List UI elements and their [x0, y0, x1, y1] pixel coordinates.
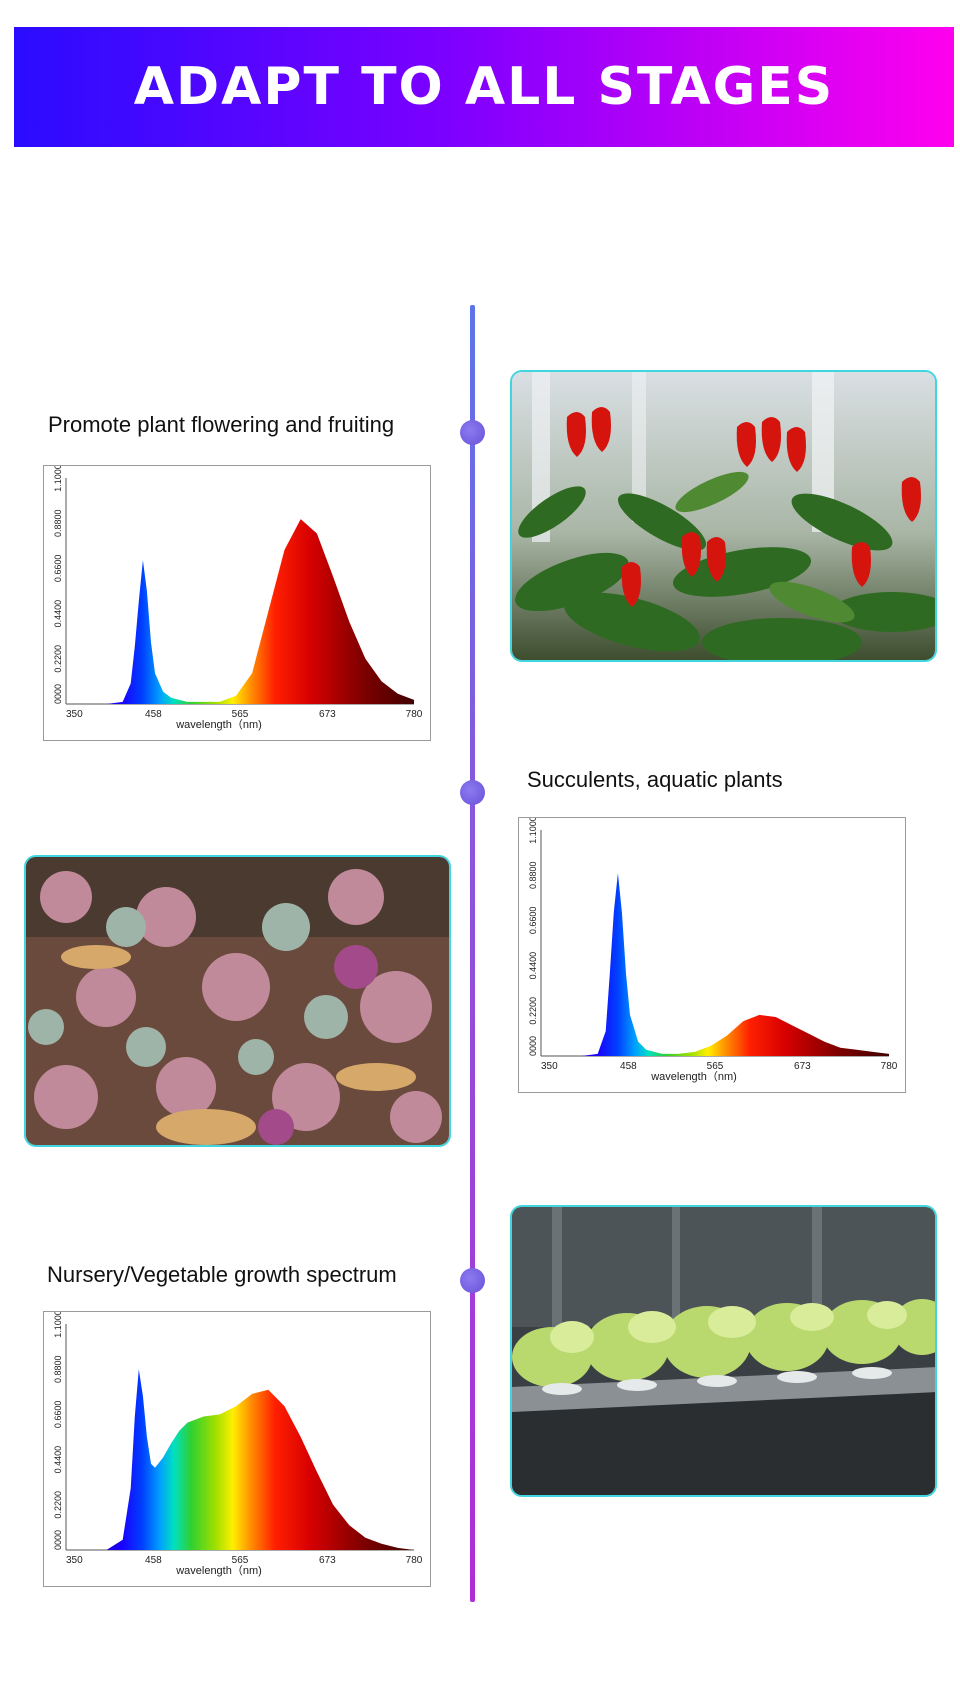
- y-tick-label: 0000: [528, 1036, 538, 1056]
- x-tick-label: 565: [232, 1555, 249, 1566]
- x-axis-label: wavelength（nm): [650, 1070, 737, 1083]
- x-axis-label: wavelength（nm): [175, 1564, 262, 1577]
- x-tick-label: 350: [541, 1061, 558, 1072]
- header-banner: ADAPT TO ALL STAGES: [14, 27, 954, 147]
- banner-title: ADAPT TO ALL STAGES: [133, 57, 835, 117]
- timeline-dot-1: [460, 420, 485, 445]
- y-tick-label: 0.2200: [528, 997, 538, 1025]
- y-tick-label: 0.6600: [53, 1401, 63, 1429]
- spectrum-chart-succulents: 350 458 565 673 780 0000 0.2200 0.4400 0.6600 0.8…: [518, 817, 906, 1093]
- x-tick-label: 458: [145, 709, 162, 720]
- y-tick-label: 0.2200: [53, 645, 63, 673]
- x-tick-label: 780: [406, 709, 423, 720]
- y-tick-label: 0.4400: [528, 952, 538, 980]
- x-tick-label: 673: [794, 1061, 811, 1072]
- spectrum-chart-svg: 350 458 565 673 780 0000 0.2200 0.4400 0.6600 0.8…: [528, 818, 898, 1083]
- y-tick-label: 1.1000: [528, 818, 538, 844]
- y-tick-label: 0.6600: [53, 555, 63, 583]
- spectrum-area: [66, 1369, 414, 1550]
- y-tick-label: 0000: [53, 1530, 63, 1550]
- x-tick-label: 350: [66, 709, 83, 720]
- y-tick-label: 0.8800: [53, 509, 63, 537]
- spectrum-area: [541, 873, 889, 1056]
- succulents-photo: [24, 855, 451, 1147]
- timeline-line: [470, 305, 475, 1602]
- stage-label-nursery: Nursery/Vegetable growth spectrum: [47, 1262, 397, 1287]
- spectrum-chart-flowering: 350 458 565 673 780 0000 0.2200 0.4400 0.6600 0.8…: [43, 465, 431, 741]
- x-tick-label: 565: [707, 1061, 724, 1072]
- y-tick-label: 1.1000: [53, 1312, 63, 1338]
- red-pepper-plant-photo: [510, 370, 937, 662]
- y-tick-label: 0.4400: [53, 1446, 63, 1474]
- x-tick-label: 780: [406, 1555, 423, 1566]
- x-tick-label: 673: [319, 1555, 336, 1566]
- y-tick-label: 0.4400: [53, 600, 63, 628]
- timeline-dot-2: [460, 780, 485, 805]
- stage-label-flowering: Promote plant flowering and fruiting: [48, 412, 395, 437]
- x-tick-label: 565: [232, 709, 249, 720]
- spectrum-area: [66, 519, 414, 704]
- timeline-dot-3: [460, 1268, 485, 1293]
- y-tick-label: 0.8800: [528, 861, 538, 889]
- y-tick-label: 0.2200: [53, 1491, 63, 1519]
- spectrum-chart-svg: 350 458 565 673 780 0000 0.2200 0.4400 0.6600 0.8…: [53, 1312, 423, 1577]
- y-tick-label: 0000: [53, 684, 63, 704]
- spectrum-chart-svg: 350 458 565 673 780 0000 0.2200 0.4400 0.6600 0.8…: [53, 466, 423, 731]
- stage-label-succulents: Succulents, aquatic plants: [527, 767, 783, 792]
- spectrum-chart-nursery: 350 458 565 673 780 0000 0.2200 0.4400 0.6600 0.8…: [43, 1311, 431, 1587]
- x-tick-label: 780: [881, 1061, 898, 1072]
- y-tick-label: 0.8800: [53, 1355, 63, 1383]
- x-axis-label: wavelength（nm): [175, 718, 262, 731]
- y-tick-label: 0.6600: [528, 907, 538, 935]
- y-tick-label: 1.1000: [53, 466, 63, 492]
- x-tick-label: 458: [145, 1555, 162, 1566]
- x-tick-label: 458: [620, 1061, 637, 1072]
- x-tick-label: 673: [319, 709, 336, 720]
- lettuce-hydroponics-photo: [510, 1205, 937, 1497]
- x-tick-label: 350: [66, 1555, 83, 1566]
